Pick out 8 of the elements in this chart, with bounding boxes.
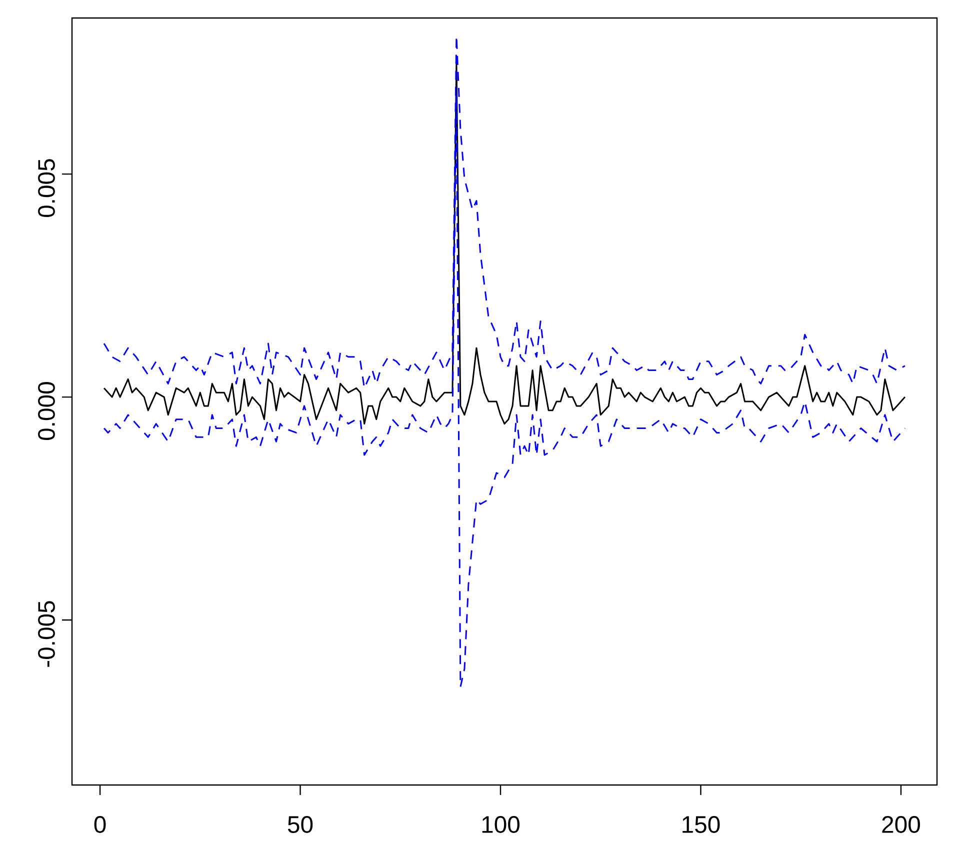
x-tick-label: 50	[288, 816, 313, 833]
y-tick-label: 0.005	[38, 159, 55, 218]
y-tick-label: -0.005	[38, 601, 55, 667]
y-tick-label: 0.000	[38, 382, 55, 440]
x-tick-label: 200	[882, 816, 920, 833]
x-tick-label: 150	[682, 816, 720, 833]
x-tick-label: 100	[482, 816, 520, 833]
x-tick-label: 0	[94, 816, 106, 833]
